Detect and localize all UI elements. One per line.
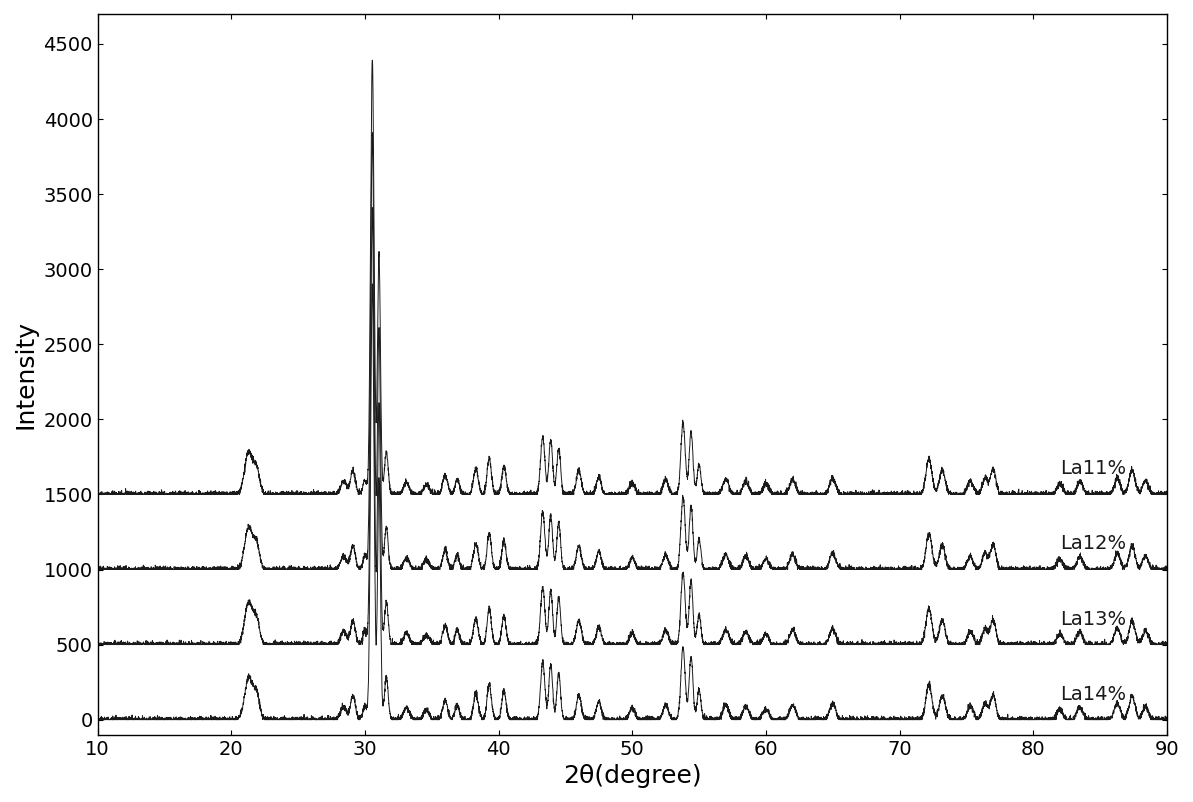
Text: La13%: La13%	[1059, 610, 1126, 629]
Text: La11%: La11%	[1059, 460, 1126, 479]
Y-axis label: Intensity: Intensity	[14, 320, 38, 429]
X-axis label: 2θ(degree): 2θ(degree)	[563, 764, 701, 788]
Text: La14%: La14%	[1059, 685, 1126, 703]
Text: La12%: La12%	[1059, 534, 1126, 553]
